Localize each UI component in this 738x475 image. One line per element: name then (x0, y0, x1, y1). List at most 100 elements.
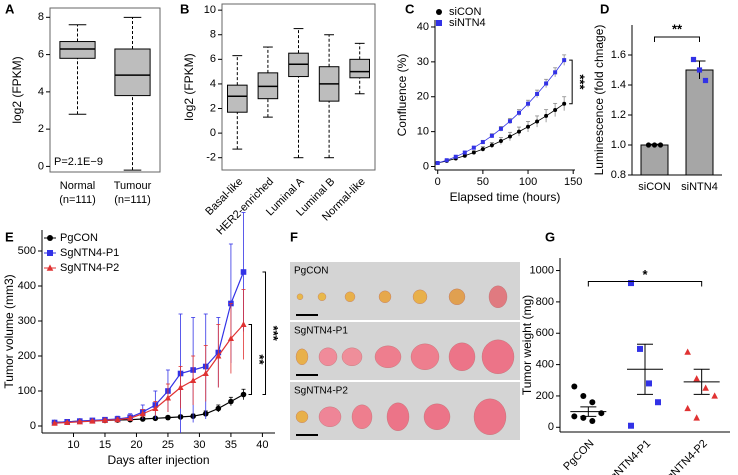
y-tick-label: 0 (30, 420, 36, 432)
data-point (227, 335, 234, 342)
y-tick-label: 10 (417, 126, 429, 138)
data-point (517, 129, 521, 134)
data-point (152, 405, 159, 412)
x-tick-label: PgCON (561, 438, 596, 473)
data-point (693, 414, 700, 421)
x-tick-label: (n=111) (114, 194, 151, 206)
y-axis-label: log2 (FPKM) (182, 53, 196, 120)
data-point (480, 140, 485, 145)
tumor (295, 348, 309, 365)
x-tick-label: 10 (67, 439, 79, 451)
y-tick-label: 500 (18, 245, 36, 257)
data-point (489, 133, 494, 138)
tumor (423, 403, 451, 430)
significance-label: *** (573, 74, 588, 90)
plot-frame (49, 7, 161, 173)
x-tick-label: SgNTN4-P1 (603, 438, 653, 475)
data-point (526, 101, 531, 106)
data-point (535, 91, 540, 96)
data-point (164, 394, 172, 401)
data-point (240, 321, 247, 328)
row-label: SgNTN4-P1 (294, 326, 348, 337)
legend-label: siCON (449, 6, 481, 18)
significance-bracket (569, 59, 573, 105)
x-tick-label: siNTN4 (681, 181, 718, 193)
x-tick-label: 25 (162, 439, 174, 451)
y-tick-label: -2 (206, 152, 216, 164)
data-point (89, 417, 96, 424)
data-point (190, 377, 197, 384)
legend-marker (436, 9, 442, 15)
data-point (553, 70, 558, 75)
data-point (571, 383, 578, 390)
y-axis-label: Tumor weight (mg) (520, 295, 534, 395)
x-tick-label: SgNTN4-P2 (659, 438, 709, 475)
series-line (437, 59, 565, 164)
panel-label: C (405, 1, 415, 16)
data-point (562, 58, 567, 63)
x-tick-label: (n=111) (59, 194, 96, 206)
tumor (344, 291, 356, 302)
data-point (480, 147, 485, 152)
y-tick-label: 800 (536, 296, 554, 308)
data-point (711, 392, 718, 399)
legend-label: SgNTN4-P1 (60, 247, 119, 259)
x-tick-label: 100 (519, 176, 537, 188)
y-tick-label: 6 (38, 48, 44, 60)
y-axis-label: Luminescence (fold chnage) (592, 25, 606, 176)
significance-bracket (262, 271, 267, 395)
data-point (702, 384, 709, 391)
y-tick-label: 4 (210, 78, 216, 90)
legend-marker (436, 20, 442, 26)
data-point (655, 399, 661, 406)
y-tick-label: 1.4 (611, 79, 626, 91)
y-tick-label: 300 (18, 315, 36, 327)
legend-marker (47, 235, 53, 241)
legend-marker (47, 250, 53, 256)
tumor (295, 410, 309, 423)
x-tick-label: 150 (564, 176, 582, 188)
x-tick-label: 50 (477, 176, 489, 188)
data-point (684, 348, 691, 355)
data-point (646, 380, 652, 387)
legend-label: PgCON (60, 232, 98, 244)
data-point (240, 269, 247, 275)
data-point (637, 345, 643, 352)
tumor (410, 343, 440, 370)
tumor (488, 285, 508, 308)
tumor (412, 289, 428, 304)
data-point (517, 110, 521, 115)
y-tick-label: 400 (18, 280, 36, 292)
tumor (448, 288, 466, 305)
data-point (114, 416, 121, 423)
series-line (54, 271, 245, 424)
tumor (351, 404, 373, 429)
data-point (202, 370, 209, 377)
data-point (589, 418, 596, 425)
x-tick-label: siCON (638, 181, 670, 193)
data-point (453, 154, 458, 159)
y-tick-label: 0.8 (611, 169, 626, 181)
data-point (498, 126, 503, 131)
x-tick-label: Normal (60, 180, 95, 192)
data-point (598, 410, 605, 417)
data-point (165, 414, 171, 421)
x-tick-label: 20 (130, 439, 142, 451)
annotation: P=2.1E−9 (54, 156, 103, 168)
bar (640, 144, 669, 176)
tumor (481, 339, 515, 374)
bar (685, 69, 714, 176)
y-tick-label: 2 (210, 102, 216, 114)
data-point (690, 56, 697, 63)
x-tick-label: 15 (99, 439, 111, 451)
tumor (448, 342, 476, 371)
y-tick-label: 4 (38, 86, 44, 98)
data-point (628, 422, 634, 429)
data-point (562, 101, 567, 106)
y-tick-label: 1.2 (611, 109, 626, 121)
box (227, 84, 248, 113)
data-point (215, 352, 222, 359)
data-point (64, 419, 71, 426)
significance-label: *** (266, 326, 281, 342)
